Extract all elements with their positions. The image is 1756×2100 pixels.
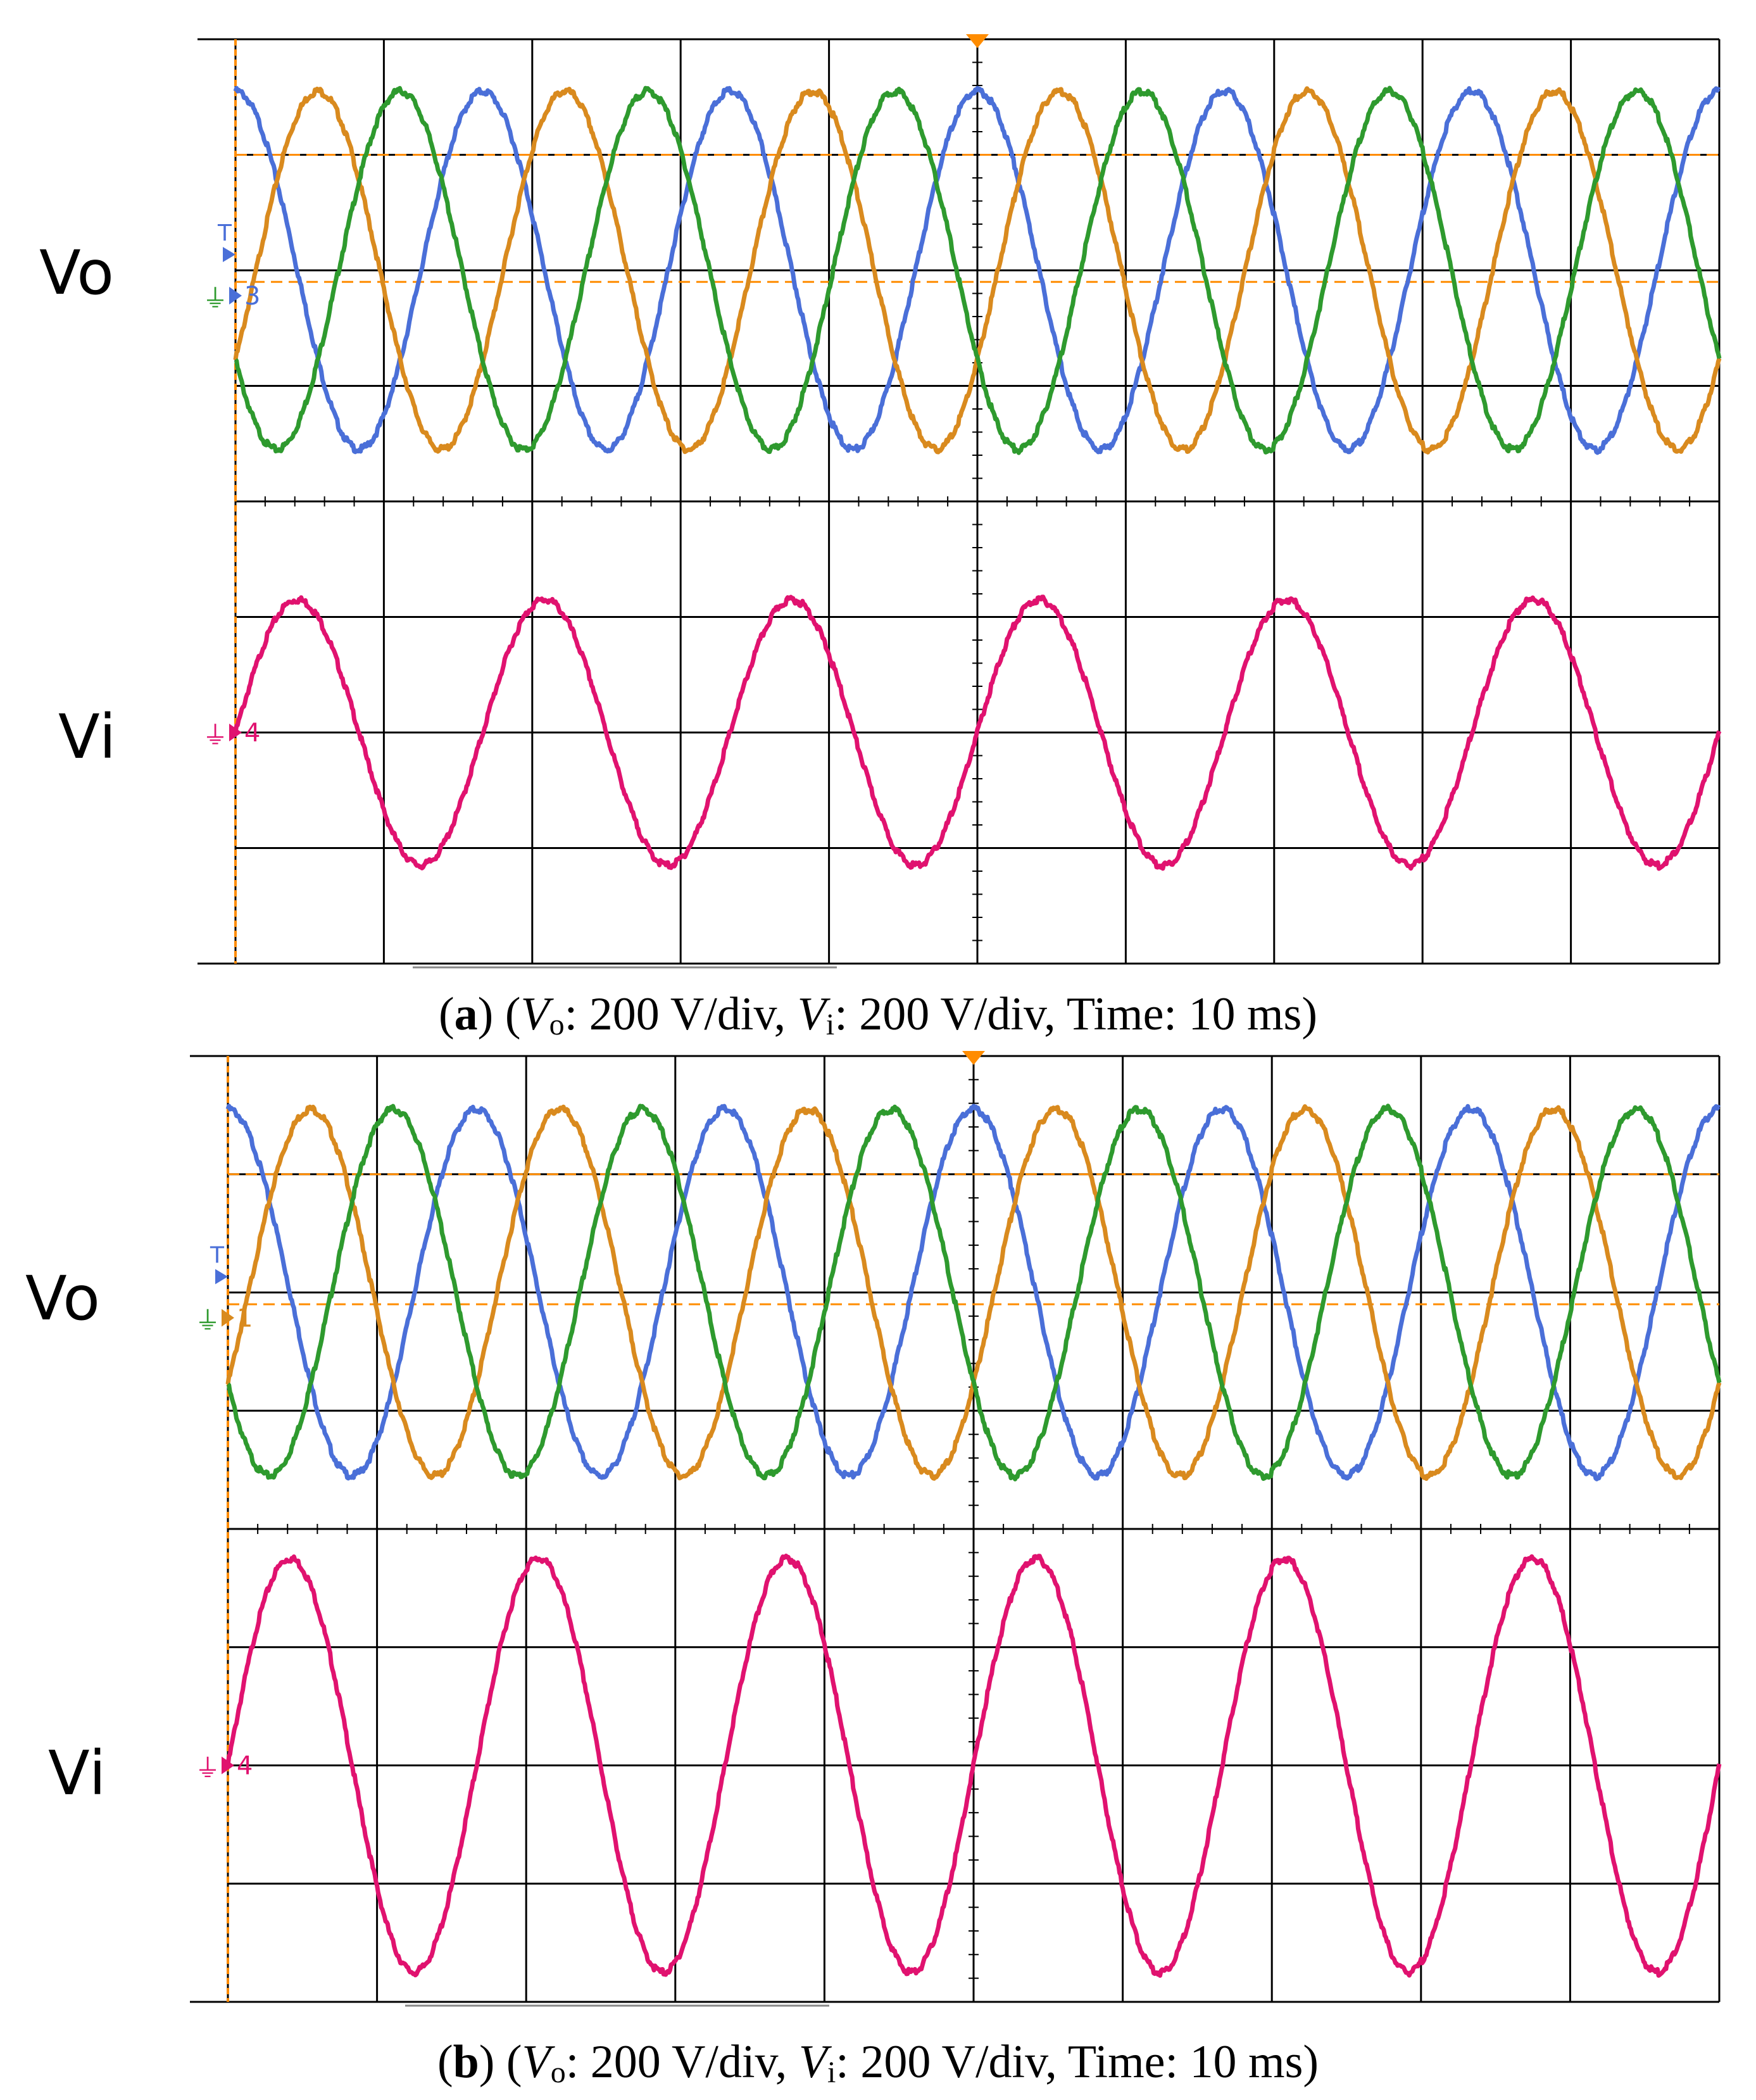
caption-vi-subscript-a: i — [825, 1008, 835, 1041]
caption-vi-text-a: : 200 V/div, Time: 10 ms — [834, 988, 1302, 1040]
caption-vo-symbol-b: V — [522, 2036, 551, 2088]
panel-a: T 3 ⏚ 4 ⏚ Vo Vi (a) (Vo: 200 V/div, Vi: 200 … — [39, 34, 1722, 1041]
channel-marker-icon-top-a — [229, 287, 242, 305]
caption-letter-a: a — [454, 988, 478, 1040]
trace-vo-phase_c-a — [233, 85, 1721, 455]
trigger-level-icon-a — [223, 247, 235, 262]
caption-letter-b: b — [453, 2036, 479, 2088]
trigger-marker-icon-b — [962, 1051, 985, 1065]
trace-vo-phase_b-b — [226, 1103, 1722, 1481]
grid-a — [198, 38, 1721, 965]
trace-vi-input-b — [225, 1554, 1722, 1978]
channel-marker-icon-top-b — [222, 1309, 234, 1327]
panel-b: T 1 ⏚ 4 ⏚ Vo Vi (b) (Vo: 200 V/div, Vi: 200 … — [0, 1051, 1756, 2100]
channel-marker-icon-bottom-b — [222, 1756, 234, 1775]
channel-marker-label-bottom-b: 4 — [237, 1752, 253, 1781]
caption-vo-text-b: : 200 V/div, — [565, 2036, 799, 2088]
waveforms-b — [225, 1103, 1722, 1978]
channel-marker-icon-bottom-a — [229, 724, 242, 741]
ground-icon-top-b: ⏚ — [195, 1307, 220, 1336]
vo-label-b: Vo — [25, 1263, 101, 1334]
trace-vo-phase_b-a — [234, 85, 1722, 455]
channel-marker-label-bottom-a: 4 — [244, 719, 260, 748]
scope-screen-b: T 1 ⏚ 4 ⏚ — [190, 1051, 1722, 2007]
trigger-level-label-a: T — [217, 220, 232, 246]
caption-vo-subscript-b: o — [550, 2056, 566, 2089]
scope-screen-a: T 3 ⏚ 4 ⏚ — [198, 34, 1722, 969]
trigger-level-label-b: T — [210, 1243, 225, 1269]
vo-label-a: Vo — [39, 237, 115, 308]
caption-vo-symbol-a: V — [520, 988, 549, 1040]
vi-label-b: Vi — [48, 1738, 107, 1809]
caption-vi-text-b: : 200 V/div, Time: 10 ms — [836, 2036, 1303, 2088]
caption-vo-text-a: : 200 V/div, — [564, 988, 798, 1040]
caption-vi-subscript-b: i — [827, 2056, 836, 2089]
ground-icon-bottom-b: ⏚ — [195, 1754, 220, 1783]
trace-vi-input-a — [233, 594, 1722, 871]
caption-a: (a) (Vo: 200 V/div, Vi: 200 V/div, Time:… — [439, 988, 1317, 1041]
channel-marker-label-top-b: 1 — [237, 1304, 253, 1333]
caption-vi-symbol-b: V — [798, 2036, 827, 2088]
ground-icon-bottom-a: ⏚ — [203, 721, 228, 750]
channel-marker-label-top-a: 3 — [244, 282, 260, 311]
trace-vo-phase_c-b — [225, 1103, 1721, 1481]
caption-vo-subscript-a: o — [549, 1008, 565, 1041]
ground-icon-top-a: ⏚ — [203, 284, 228, 313]
waveforms-a — [233, 85, 1722, 871]
caption-b: (b) (Vo: 200 V/div, Vi: 200 V/div, Time:… — [437, 2036, 1319, 2089]
caption-vi-symbol-a: V — [797, 988, 826, 1040]
trigger-marker-icon-a — [966, 34, 989, 48]
vi-label-a: Vi — [58, 701, 117, 772]
trigger-level-icon-b — [215, 1269, 228, 1285]
